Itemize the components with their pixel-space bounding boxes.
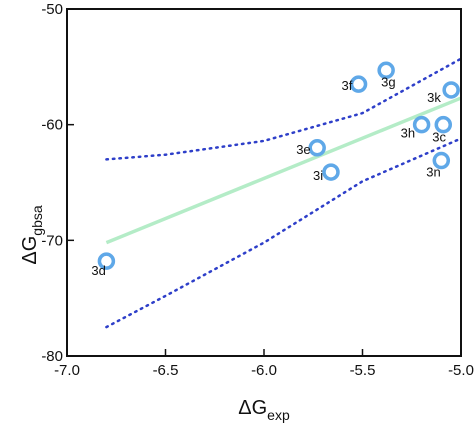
point-label-3k: 3k (427, 90, 441, 105)
x-axis-label-main: ΔG (238, 397, 267, 419)
fit-line-layer (105, 96, 462, 245)
confidence-upper-line (105, 57, 463, 161)
y-tick-label: -60 (41, 117, 63, 134)
point-label-3c: 3c (432, 130, 446, 145)
point-label-3e: 3e (296, 142, 310, 157)
point-label-3d: 3d (91, 263, 105, 278)
point-label-3h: 3h (401, 126, 415, 141)
data-point-3e (308, 139, 326, 157)
point-label-3g: 3g (381, 74, 395, 89)
x-tick-label: -5.0 (448, 362, 474, 379)
data-point-3i (322, 163, 340, 181)
points-layer: 3d 3e 3f 3g 3h 3i 3k 3c 3n (91, 61, 460, 278)
data-point-3f (349, 75, 368, 93)
point-label-3n: 3n (426, 165, 440, 180)
y-axis-label-sub: gbsa (29, 205, 45, 236)
point-label-3i: 3i (313, 168, 323, 183)
y-axis-label: ΔGgbsa (19, 205, 45, 264)
x-tick-label: -7.0 (54, 362, 80, 379)
y-tick-label: -80 (41, 348, 63, 365)
data-point-3h (412, 115, 431, 134)
fit-line (105, 96, 462, 245)
y-axis-label-main: ΔG (19, 236, 41, 265)
x-tick-label: -6.5 (153, 362, 179, 379)
point-label-3f: 3f (342, 78, 353, 93)
x-tick-label: -5.5 (350, 362, 376, 379)
data-point-3k (442, 81, 460, 99)
confidence-band (105, 57, 463, 329)
x-tick-label: -6.0 (251, 362, 277, 379)
x-axis-label: ΔGexp (238, 397, 290, 423)
ticks-layer: -7.0 -6.5 -6.0 -5.5 -5.0 -80 -70 -60 -50 (41, 1, 474, 379)
plot-frame (66, 8, 462, 357)
confidence-lower-line (105, 137, 463, 329)
data-point-3c (434, 115, 453, 134)
data-point-3n (432, 151, 451, 170)
data-point-3d (97, 252, 116, 270)
y-tick-label: -70 (41, 232, 63, 249)
x-axis-label-sub: exp (267, 407, 290, 423)
data-point-3g (377, 61, 395, 80)
y-tick-label: -50 (41, 1, 63, 18)
